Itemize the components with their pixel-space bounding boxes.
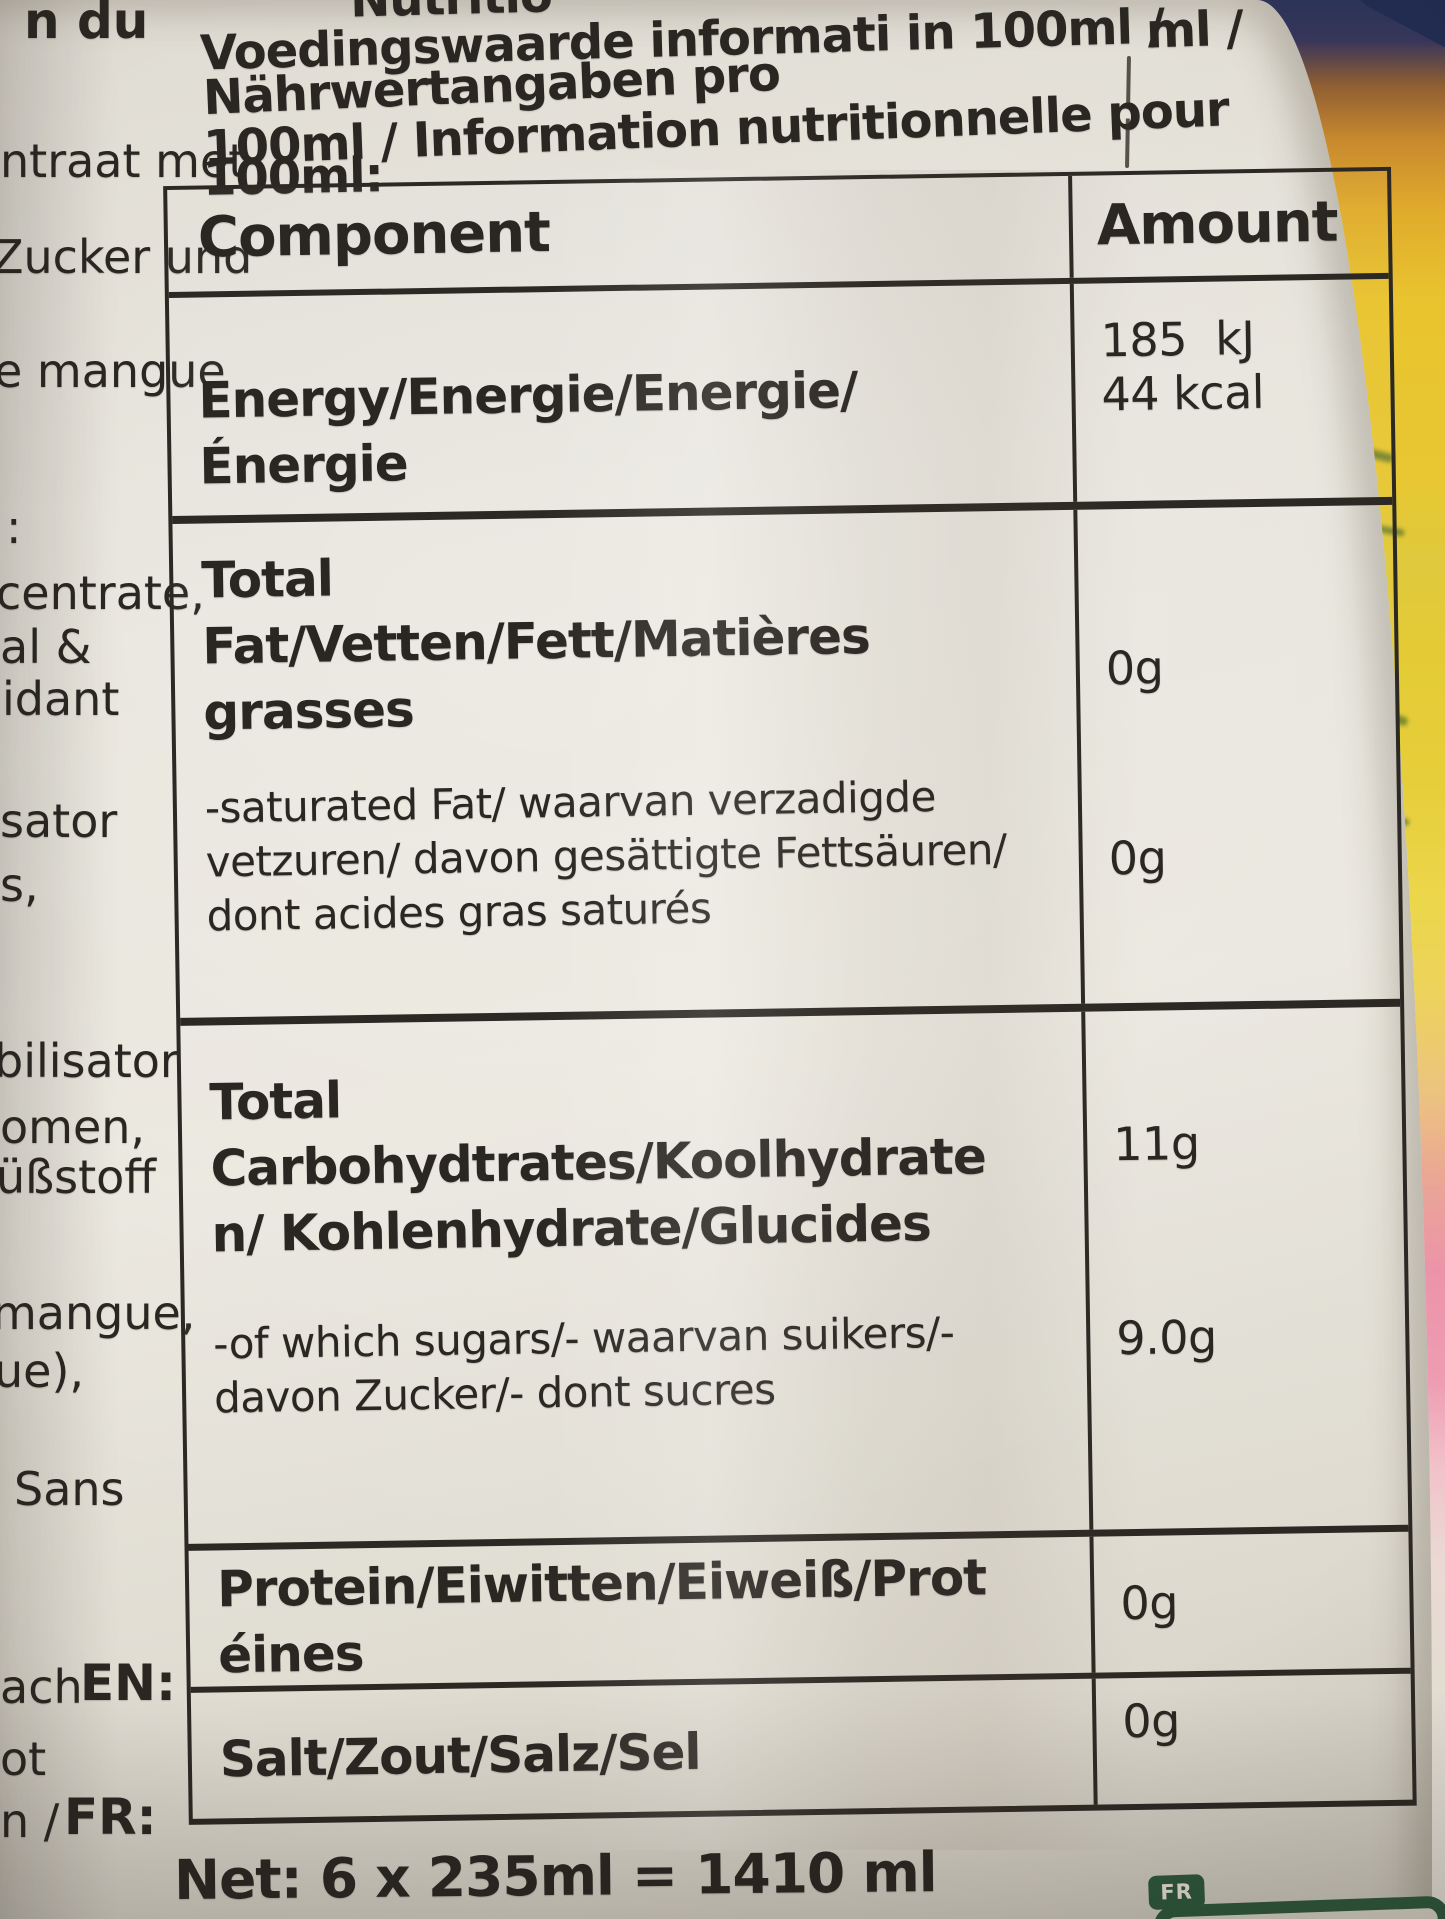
energy-amount-kj: 185 kJ — [1100, 310, 1255, 368]
salt-amount: 0g — [1121, 1693, 1181, 1749]
left-cut-text: n / — [0, 1794, 60, 1848]
amount-header-cell: Amount — [1072, 171, 1389, 278]
left-cut-text: ntraat met — [0, 134, 247, 188]
salt-label: Salt/Zout/Salz/Sel — [219, 1722, 701, 1789]
carbohydrates-label-cell: Total Carbohydtrates/Koolhydraten/ Kohle… — [180, 1011, 1094, 1544]
left-cut-text: mangue, — [0, 1286, 196, 1340]
fat-label-cell: Total Fat/Vetten/Fett/Matières grasses -… — [172, 509, 1086, 1018]
left-cut-text: ue), — [0, 1344, 85, 1398]
fat-row: Total Fat/Vetten/Fett/Matières grasses -… — [172, 504, 1401, 1026]
protein-amount: 0g — [1120, 1575, 1179, 1631]
left-cut-text: idant — [2, 672, 120, 726]
salt-row: Salt/Zout/Salz/Sel 0g — [190, 1674, 1413, 1819]
left-cut-text: n du — [24, 0, 149, 50]
saturated-fat-amount: 0g — [1108, 830, 1167, 886]
left-cut-text: centrate, — [0, 566, 205, 620]
left-cut-text: omen, — [0, 1100, 146, 1154]
fr-badge-tab: FR — [1148, 1874, 1206, 1910]
salt-amount-cell: 0g — [1096, 1674, 1413, 1805]
left-cut-text: al & — [0, 620, 92, 674]
fat-amount: 0g — [1105, 640, 1164, 696]
energy-amount-cell: 185 kJ 44 kcal — [1074, 279, 1392, 502]
carbohydrates-row: Total Carbohydtrates/Koolhydraten/ Kohle… — [180, 1006, 1409, 1551]
protein-label-cell: Protein/Eiwitten/Eiweiß/Protéines — [188, 1536, 1096, 1687]
fat-amount-cell: 0g 0g — [1077, 505, 1400, 1004]
table-header-row: Component Amount — [167, 170, 1389, 299]
energy-amount-kcal: 44 kcal — [1101, 364, 1265, 422]
left-cut-text: EN: — [80, 1654, 176, 1712]
sugars-amount: 9.0g — [1115, 1309, 1218, 1366]
saturated-fat-label: -saturated Fat/ waarvan verzadigde vetzu… — [204, 772, 1007, 941]
left-cut-text: : — [6, 500, 22, 554]
amount-header: Amount — [1096, 189, 1339, 259]
component-header: Component — [197, 200, 551, 271]
left-cut-text: Zucker und — [0, 230, 253, 284]
carbohydrates-amount: 11g — [1112, 1115, 1200, 1172]
salt-label-cell: Salt/Zout/Salz/Sel — [190, 1678, 1098, 1819]
protein-row: Protein/Eiwitten/Eiweiß/Protéines 0g — [188, 1531, 1411, 1693]
energy-row: Energy/Energie/Energie/Énergie 185 kJ 44… — [168, 278, 1393, 524]
left-cut-text: FR: — [64, 1788, 157, 1846]
protein-label: Protein/Eiwitten/Eiweiß/Protéines — [216, 1548, 987, 1685]
energy-label-cell: Energy/Energie/Energie/Énergie — [168, 283, 1078, 516]
left-cut-text: üßstoff — [0, 1150, 156, 1204]
left-cut-text: s, — [0, 858, 39, 912]
sugars-label: -of which sugars/- waarvan suikers/- dav… — [212, 1307, 955, 1423]
left-cut-text: ot — [0, 1732, 47, 1786]
component-header-cell: Component — [167, 175, 1074, 293]
left-cut-text: e mangue — [0, 344, 226, 398]
net-content-line: Net: 6 x 235ml = 1410 ml — [173, 1840, 937, 1912]
left-cut-text: sator — [0, 794, 118, 848]
left-cut-text: bilisator — [0, 1034, 179, 1088]
left-cut-text: Sans — [14, 1462, 125, 1516]
energy-label: Energy/Energie/Energie/Énergie — [198, 361, 858, 496]
fat-label: Total Fat/Vetten/Fett/Matières grasses — [200, 549, 871, 742]
carbohydrates-amount-cell: 11g 9.0g — [1085, 1007, 1408, 1530]
protein-amount-cell: 0g — [1093, 1532, 1410, 1673]
left-cut-text: ach — [0, 1660, 83, 1714]
nutrition-table: Component Amount Energy/Energie/Energie/… — [163, 166, 1417, 1825]
carbohydrates-label: Total Carbohydtrates/Koolhydraten/ Kohle… — [209, 1071, 987, 1264]
